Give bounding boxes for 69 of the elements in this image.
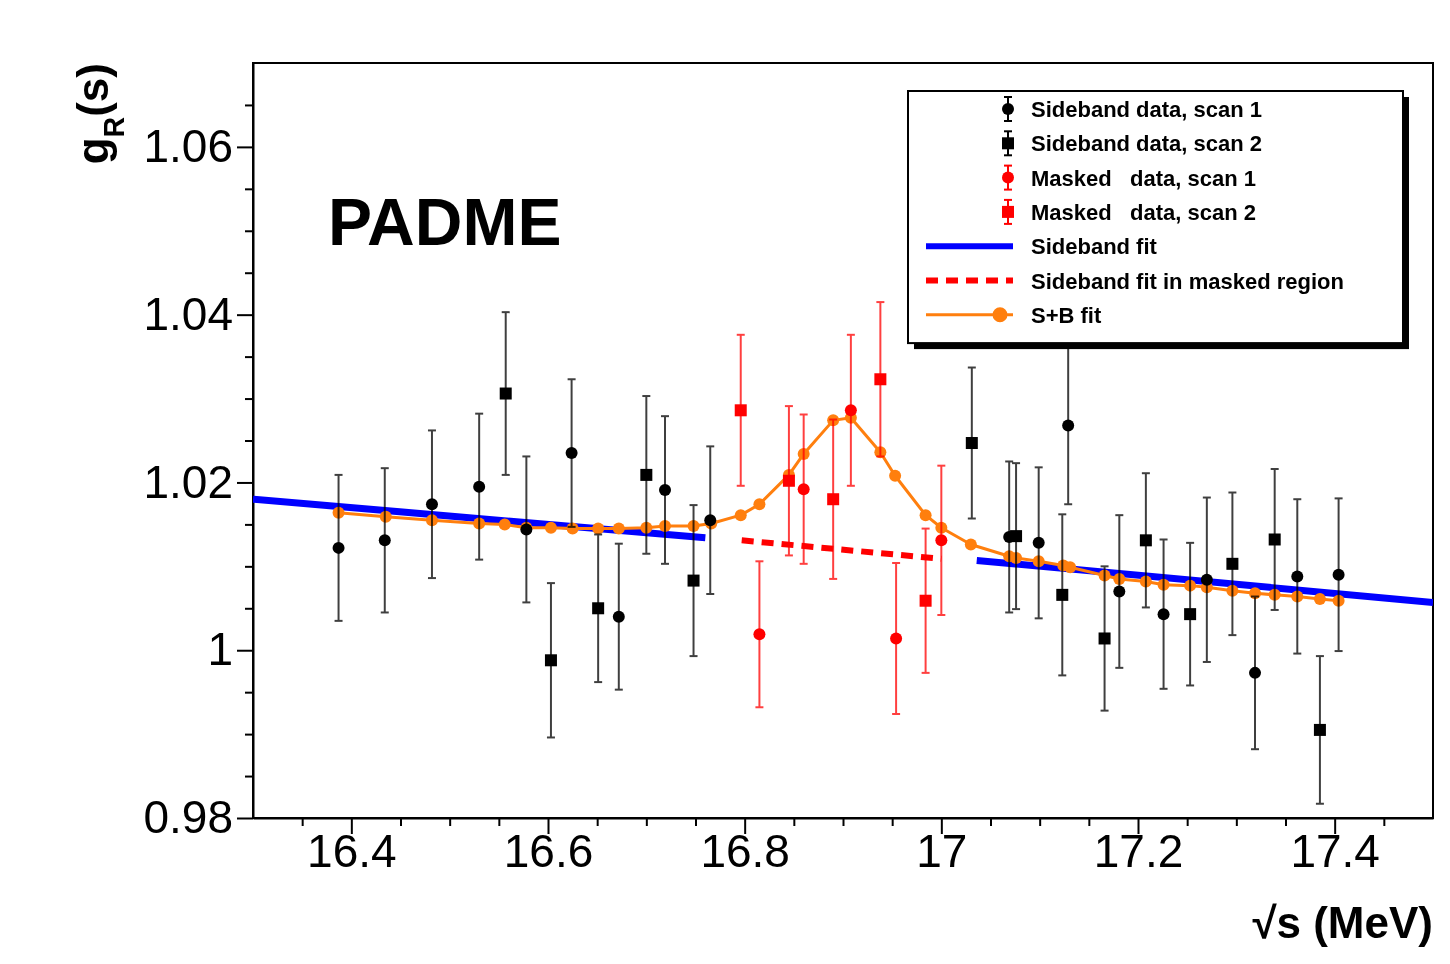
legend-label: Sideband fit (1031, 234, 1158, 260)
legend-label: Masked data, scan 1 (1031, 165, 1256, 191)
y-tick-label: 1.04 (143, 287, 233, 340)
x-tick-label: 17.2 (1093, 825, 1184, 878)
point (1200, 573, 1213, 586)
y-tick-label: 0.98 (143, 791, 233, 844)
point (1010, 530, 1023, 543)
y-tick-label: 1.06 (143, 120, 233, 173)
point (332, 541, 345, 554)
point (734, 404, 747, 417)
point (1184, 608, 1197, 621)
annotation: PADME (328, 185, 562, 259)
point (1249, 666, 1262, 679)
point (965, 437, 978, 450)
legend-label: Sideband fit in masked region (1031, 268, 1344, 294)
point (782, 474, 795, 487)
point (612, 522, 625, 535)
point (1032, 536, 1045, 549)
point (640, 468, 653, 481)
x-tick-label: 16.6 (503, 825, 594, 878)
point (1139, 534, 1152, 547)
point (499, 387, 512, 400)
point (378, 534, 391, 547)
point (734, 509, 747, 522)
point (425, 498, 438, 511)
point (544, 521, 557, 534)
point (797, 483, 810, 496)
point (1332, 568, 1345, 581)
point (1313, 723, 1326, 736)
point (919, 594, 932, 607)
legend-label: Sideband data, scan 2 (1031, 131, 1263, 157)
point (1113, 585, 1126, 598)
point (964, 538, 977, 551)
legend-label: S+B fit (1031, 302, 1102, 328)
point (592, 602, 605, 615)
point (844, 404, 857, 417)
point (565, 447, 578, 460)
point (827, 493, 840, 506)
legend-label: Sideband data, scan 1 (1031, 97, 1263, 122)
point (1157, 608, 1170, 621)
point (1226, 557, 1239, 570)
point (473, 480, 486, 493)
point (612, 610, 625, 623)
point (935, 534, 948, 547)
x-tick-label: 17.4 (1290, 825, 1380, 878)
x-axis-title: √s (MeV) (1252, 898, 1433, 947)
y-tick-label: 1 (207, 623, 233, 676)
point (544, 654, 557, 667)
point (753, 628, 766, 641)
point (1313, 593, 1326, 606)
point (687, 574, 700, 587)
legend-label: Masked data, scan 2 (1031, 199, 1256, 225)
point (1064, 561, 1077, 574)
point (753, 498, 766, 511)
point (1056, 588, 1069, 601)
point (890, 632, 903, 645)
point (874, 373, 887, 386)
point (1268, 533, 1281, 546)
point (1098, 632, 1111, 645)
point (889, 469, 902, 482)
point (659, 483, 672, 496)
x-tick-label: 16.4 (307, 825, 397, 878)
point (919, 509, 932, 522)
point (1062, 419, 1075, 432)
point (498, 518, 511, 531)
x-tick-label: 16.8 (700, 825, 790, 878)
x-tick-label: 17 (916, 825, 968, 878)
point (1291, 570, 1304, 583)
y-tick-label: 1.02 (143, 455, 233, 508)
